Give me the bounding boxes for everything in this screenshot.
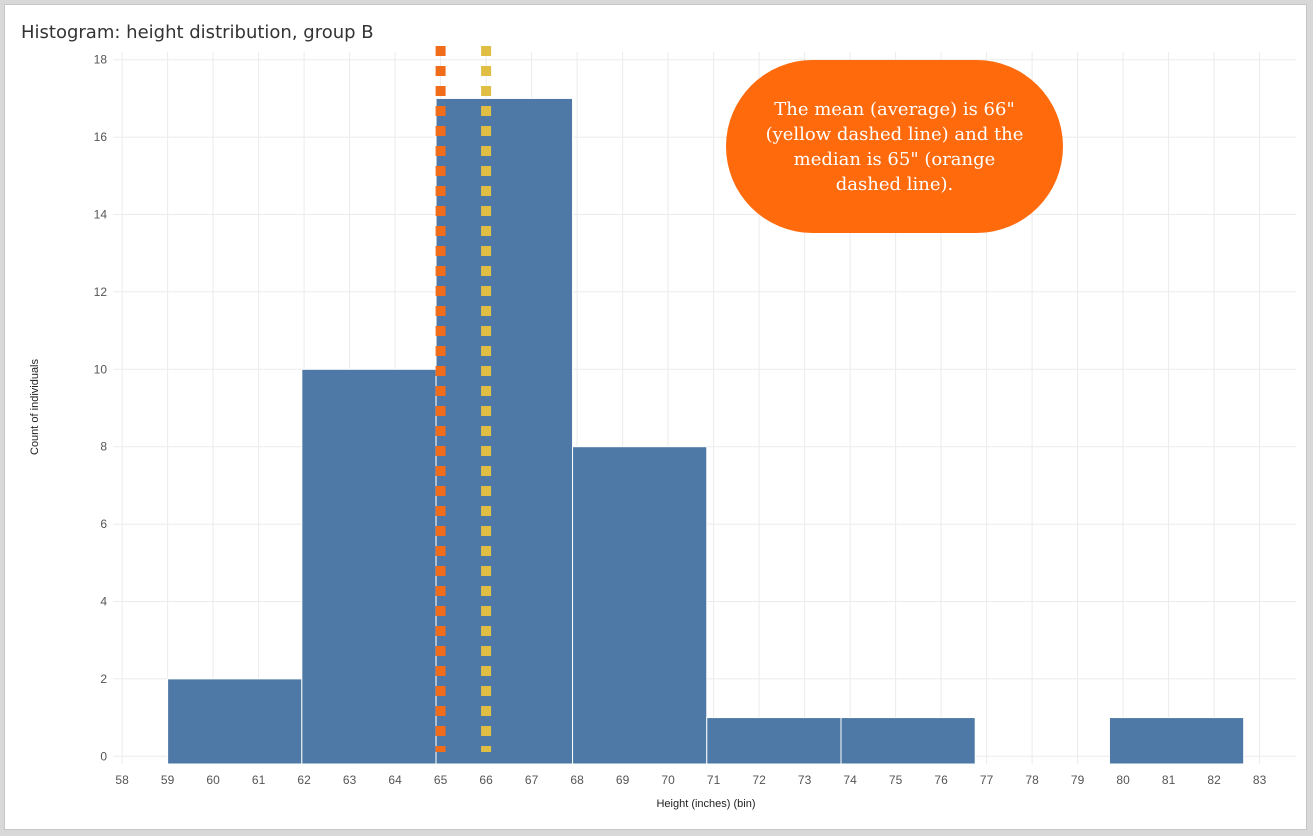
x-tick-label: 78: [1025, 773, 1039, 787]
annotation-text: The mean (average) is 66" (yellow dashed…: [765, 98, 1024, 195]
x-tick-label: 71: [707, 773, 721, 787]
y-tick-label: 0: [100, 749, 107, 763]
y-tick-label: 14: [94, 208, 108, 222]
x-tick-label: 79: [1071, 773, 1085, 787]
histogram-bar: [572, 446, 708, 765]
histogram-bar: [1108, 717, 1245, 765]
x-tick-label: 72: [752, 773, 766, 787]
y-tick-label: 12: [94, 285, 108, 299]
x-tick-label: 62: [297, 773, 311, 787]
x-tick-label: 82: [1207, 773, 1221, 787]
x-tick-label: 58: [115, 773, 129, 787]
histogram-bar: [840, 717, 976, 765]
x-tick-label: 66: [479, 773, 493, 787]
x-tick-label: 75: [889, 773, 903, 787]
x-tick-label: 74: [843, 773, 857, 787]
x-tick-label: 73: [798, 773, 812, 787]
y-tick-label: 2: [100, 672, 107, 686]
x-tick-label: 60: [206, 773, 220, 787]
x-tick-label: 64: [388, 773, 402, 787]
y-tick-label: 4: [100, 594, 107, 608]
x-axis-title: Height (inches) (bin): [656, 798, 755, 810]
y-tick-label: 18: [94, 53, 108, 67]
x-tick-label: 70: [661, 773, 675, 787]
tick-labels: 58 59 60 61 62 63 64 65 66 67 68 69 70 71 72 73 74 75 76 77…: [94, 53, 1267, 787]
x-tick-label: 63: [343, 773, 357, 787]
bars: [167, 97, 1245, 765]
histogram-bar: [167, 678, 303, 765]
x-tick-label: 77: [980, 773, 994, 787]
x-tick-label: 65: [434, 773, 448, 787]
x-tick-label: 80: [1116, 773, 1130, 787]
x-tick-label: 61: [252, 773, 266, 787]
x-tick-label: 83: [1253, 773, 1267, 787]
annotation-callout: The mean (average) is 66" (yellow dashed…: [726, 60, 1063, 233]
x-tick-label: 67: [525, 773, 539, 787]
histogram-bar: [301, 368, 437, 765]
y-axis-title: Count of individuals: [29, 359, 41, 456]
x-tick-label: 76: [934, 773, 948, 787]
x-tick-label: 59: [161, 773, 175, 787]
histogram-bar: [706, 717, 842, 765]
y-tick-label: 6: [100, 517, 107, 531]
x-tick-label: 68: [570, 773, 584, 787]
reference-lines: [435, 46, 492, 752]
x-tick-label: 81: [1162, 773, 1176, 787]
y-tick-label: 16: [94, 130, 108, 144]
chart-title: Histogram: height distribution, group B: [21, 22, 374, 43]
x-tick-label: 69: [616, 773, 630, 787]
histogram-bar: [435, 97, 574, 765]
y-tick-label: 8: [100, 440, 107, 454]
y-tick-label: 10: [94, 362, 108, 376]
